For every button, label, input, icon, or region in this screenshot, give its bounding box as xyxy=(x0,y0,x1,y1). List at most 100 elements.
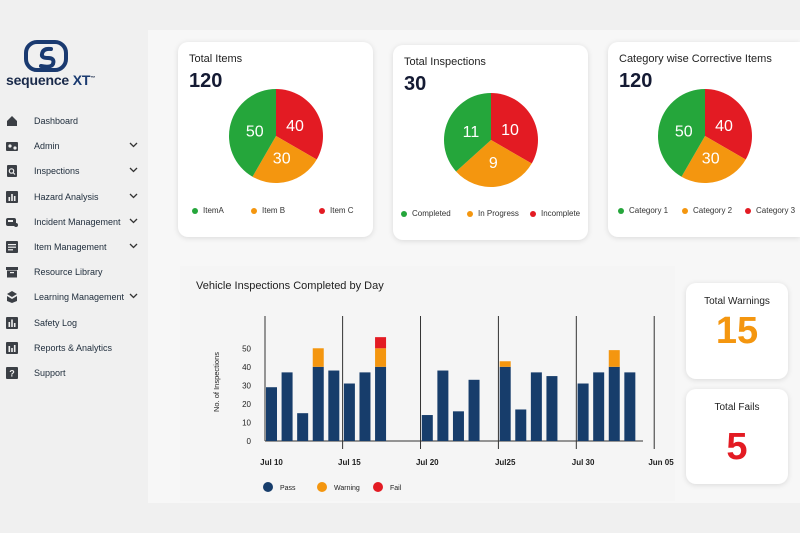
stat-label: Total Warnings xyxy=(704,296,770,307)
bar-pass[interactable] xyxy=(515,409,527,441)
sidebar-item-hazard-analysis[interactable]: Hazard Analysis xyxy=(0,184,148,209)
pie-slice-label: 40 xyxy=(715,118,733,135)
total-warnings-card[interactable]: Total Warnings 15 xyxy=(686,283,788,379)
bar-pass[interactable] xyxy=(608,366,620,441)
chevron-down-icon[interactable] xyxy=(129,216,138,225)
pie-slice[interactable] xyxy=(252,136,317,183)
pie-slice[interactable] xyxy=(229,89,276,177)
bar-pass[interactable] xyxy=(297,413,309,441)
legend-item: Category 1 xyxy=(618,206,668,215)
legend-label: Category 2 xyxy=(693,206,733,215)
bar-pass[interactable] xyxy=(359,372,371,441)
legend-item: Incomplete xyxy=(530,209,580,218)
bar-warning[interactable] xyxy=(312,348,324,367)
bar-warning[interactable] xyxy=(375,348,387,367)
bar-pass[interactable] xyxy=(546,376,558,441)
x-tick-label: Jun 05 xyxy=(648,458,674,467)
corrective-items-card[interactable]: Category wise Corrective Items 120 40 30 5… xyxy=(608,42,800,237)
bar-pass[interactable] xyxy=(343,383,355,441)
bar-pass[interactable] xyxy=(266,387,277,441)
learning-icon xyxy=(7,291,17,304)
sidebar-item-label: Inspections xyxy=(34,166,80,177)
total-fails-card[interactable]: Total Fails 5 xyxy=(686,389,788,484)
bar-pass[interactable] xyxy=(499,366,511,441)
sidebar-item-dashboard[interactable]: Dashboard xyxy=(0,108,148,133)
pie-slice[interactable] xyxy=(276,89,323,160)
sidebar-item-label: Incident Management xyxy=(34,216,121,227)
legend-swatch xyxy=(263,482,273,492)
bar-pass[interactable] xyxy=(593,372,605,441)
bar-pass[interactable] xyxy=(437,370,449,441)
pie-slice-label: 50 xyxy=(675,123,693,140)
y-tick-label: 20 xyxy=(242,400,251,409)
legend-label: Item C xyxy=(330,206,354,215)
total-items-card[interactable]: Total Items 120 40 30 50 ItemA Item B Item… xyxy=(178,42,373,237)
sidebar-item-safety-log[interactable]: Safety Log xyxy=(0,310,148,335)
sidebar-item-incident-management[interactable]: Incident Management xyxy=(0,209,148,234)
bar-pass[interactable] xyxy=(452,411,464,441)
chevron-down-icon[interactable] xyxy=(129,191,138,200)
bar-warning[interactable] xyxy=(499,361,511,367)
legend-item: In Progress xyxy=(467,209,519,218)
sidebar-item-learning-management[interactable]: Learning Management xyxy=(0,284,148,309)
pie-slice[interactable] xyxy=(658,89,705,177)
sidebar-item-label: Admin xyxy=(34,141,60,152)
legend-item: Completed xyxy=(401,209,451,218)
sequence-logo-icon xyxy=(24,40,68,72)
bar-pass[interactable] xyxy=(375,366,387,441)
sidebar-item-label: Support xyxy=(34,367,66,378)
chevron-down-icon[interactable] xyxy=(129,165,138,174)
analytics-icon xyxy=(6,341,18,354)
legend-label: Completed xyxy=(412,209,451,218)
bar-pass[interactable] xyxy=(624,372,636,441)
legend-swatch xyxy=(682,207,688,214)
pie-slice-label: 40 xyxy=(286,118,304,135)
pie-slice[interactable] xyxy=(444,93,491,172)
chevron-down-icon[interactable] xyxy=(129,140,138,149)
brand-logo[interactable]: sequence XT™ xyxy=(6,40,106,90)
pie-slice[interactable] xyxy=(681,136,746,183)
chevron-down-icon[interactable] xyxy=(129,241,138,250)
inspection-search-icon xyxy=(7,165,17,178)
sidebar: sequence XT™ Dashboard Admin Inspections… xyxy=(0,0,148,533)
sidebar-item-inspections[interactable]: Inspections xyxy=(0,158,148,183)
pie-slice[interactable] xyxy=(705,89,752,160)
sidebar-item-reports-analytics[interactable]: Reports & Analytics xyxy=(0,335,148,360)
help-icon: ? xyxy=(6,366,18,379)
y-tick-label: 10 xyxy=(242,418,251,427)
legend-item: Category 3 xyxy=(745,206,795,215)
pie-slice[interactable] xyxy=(491,93,538,164)
bar-pass[interactable] xyxy=(328,370,340,441)
bar-pass[interactable] xyxy=(530,372,542,441)
sidebar-nav: Dashboard Admin Inspections Hazard Analy… xyxy=(0,108,148,385)
bar-pass[interactable] xyxy=(577,383,589,441)
pie-slice-label: 11 xyxy=(463,124,480,141)
vehicle-inspections-bar-chart: No. of Inspections 0 10 20 30 40 50 Jul 10 Jul 1… xyxy=(212,316,674,492)
legend-label: In Progress xyxy=(478,209,519,218)
bar-warning[interactable] xyxy=(608,350,620,367)
sidebar-item-resource-library[interactable]: Resource Library xyxy=(0,259,148,284)
card-title: Total Inspections xyxy=(404,56,486,68)
card-title: Total Items xyxy=(189,53,243,65)
x-tick-label: Jul 30 xyxy=(572,458,595,467)
sidebar-item-admin[interactable]: Admin xyxy=(0,133,148,158)
bar-pass[interactable] xyxy=(421,415,433,441)
bar-pass[interactable] xyxy=(281,372,293,441)
home-icon xyxy=(7,116,17,126)
sidebar-item-item-management[interactable]: Item Management xyxy=(0,234,148,259)
card-total: 30 xyxy=(404,73,427,95)
bar-pass[interactable] xyxy=(312,366,324,441)
pie-chart: 40 30 50 xyxy=(658,89,752,183)
svg-text:?: ? xyxy=(9,368,15,378)
x-tick-label: Jul 20 xyxy=(416,458,439,467)
sidebar-item-support[interactable]: ? Support xyxy=(0,360,148,385)
total-inspections-card[interactable]: Total Inspections 30 10 9 11 Completed In … xyxy=(393,45,588,240)
bar-fail[interactable] xyxy=(375,337,387,349)
legend-swatch xyxy=(319,207,325,214)
pie-slice[interactable] xyxy=(456,140,532,187)
bar-pass[interactable] xyxy=(468,379,480,441)
chevron-down-icon[interactable] xyxy=(129,291,138,300)
legend-label: Pass xyxy=(280,485,296,492)
legend-label: Category 3 xyxy=(756,206,796,215)
sidebar-item-label: Learning Management xyxy=(34,292,125,303)
